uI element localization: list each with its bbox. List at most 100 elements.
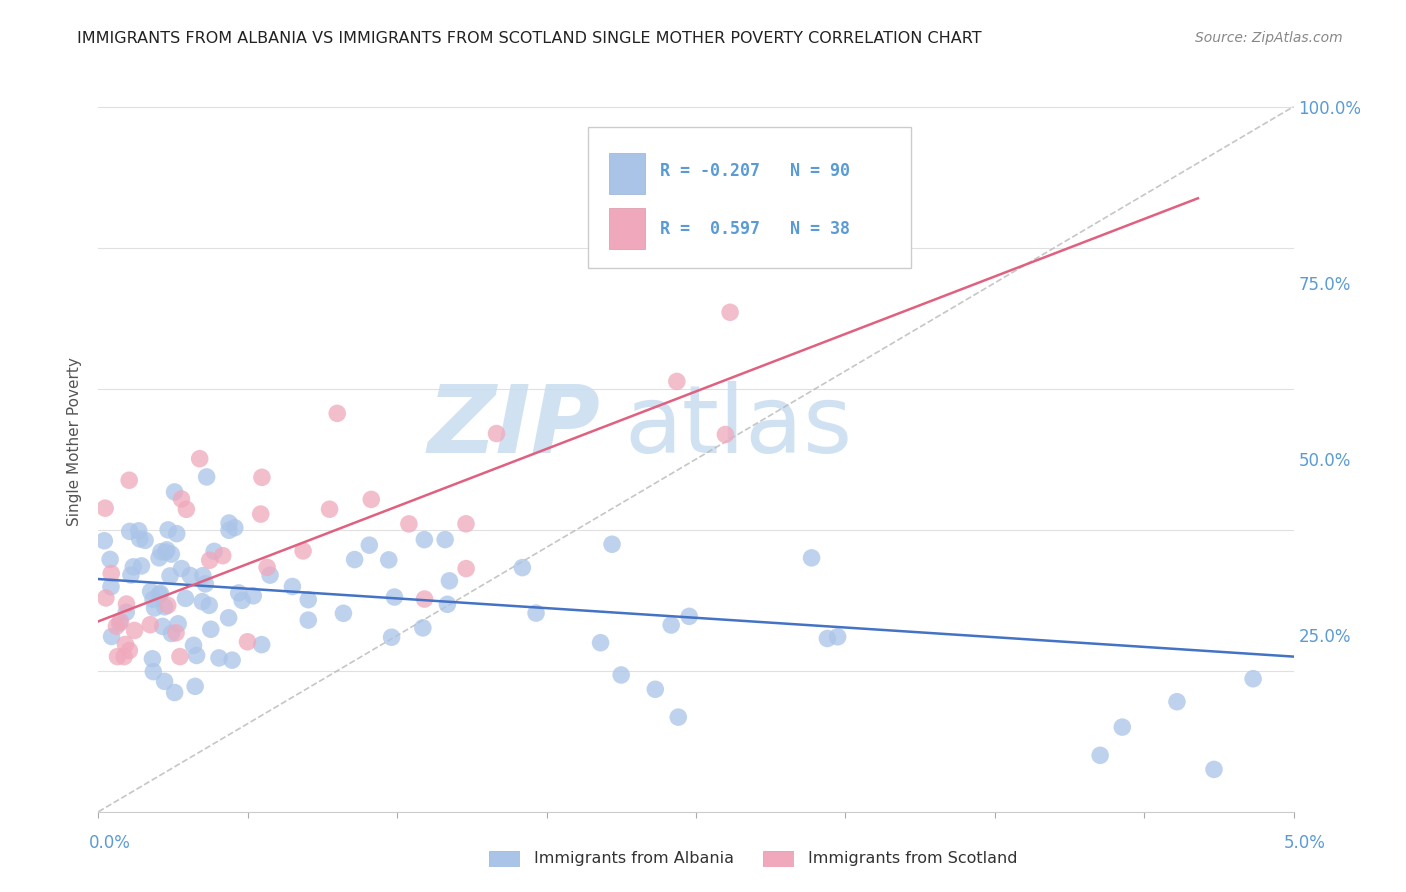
Point xyxy=(148,550,170,565)
Point xyxy=(292,544,315,558)
Point xyxy=(194,577,217,591)
Point xyxy=(128,524,150,538)
Point xyxy=(610,668,633,682)
Point xyxy=(454,516,477,531)
Point xyxy=(195,470,218,484)
Point xyxy=(191,594,214,608)
Point xyxy=(662,251,685,265)
Point xyxy=(153,599,176,614)
Point xyxy=(259,568,281,582)
Point xyxy=(200,622,222,636)
Point xyxy=(600,537,623,551)
Point xyxy=(170,561,193,575)
Point xyxy=(377,553,399,567)
Point xyxy=(122,559,145,574)
Point xyxy=(343,552,366,566)
Point xyxy=(93,533,115,548)
Point xyxy=(107,649,129,664)
Point xyxy=(163,485,186,500)
Point xyxy=(1088,748,1111,763)
Text: Source: ZipAtlas.com: Source: ZipAtlas.com xyxy=(1195,31,1343,45)
Point xyxy=(105,619,128,633)
Point xyxy=(198,553,221,567)
Point xyxy=(167,616,190,631)
Point xyxy=(1202,763,1225,777)
Point xyxy=(139,584,162,599)
Point xyxy=(359,538,381,552)
Point xyxy=(250,638,273,652)
Text: ZIP: ZIP xyxy=(427,381,600,473)
Text: R =  0.597   N = 38: R = 0.597 N = 38 xyxy=(661,220,851,238)
Text: IMMIGRANTS FROM ALBANIA VS IMMIGRANTS FROM SCOTLAND SINGLE MOTHER POVERTY CORREL: IMMIGRANTS FROM ALBANIA VS IMMIGRANTS FR… xyxy=(77,31,981,46)
Point xyxy=(644,682,666,697)
Point xyxy=(118,643,141,657)
Point xyxy=(188,451,211,466)
Point xyxy=(332,607,354,621)
Bar xyxy=(609,209,644,249)
Point xyxy=(100,566,122,581)
Point xyxy=(128,532,150,546)
Point xyxy=(134,533,156,548)
Point xyxy=(413,592,436,607)
Point xyxy=(148,588,170,602)
Point xyxy=(149,586,172,600)
Point xyxy=(439,574,461,588)
Point xyxy=(120,568,142,582)
Point xyxy=(297,613,319,627)
Point xyxy=(413,533,436,547)
Point xyxy=(800,550,823,565)
Text: Immigrants from Albania: Immigrants from Albania xyxy=(534,851,734,865)
Point xyxy=(143,601,166,615)
Point xyxy=(714,427,737,442)
Point xyxy=(170,491,193,506)
Point xyxy=(142,665,165,679)
Point xyxy=(242,589,264,603)
Point xyxy=(191,568,214,582)
Point xyxy=(202,544,225,558)
Point xyxy=(326,406,349,420)
Point xyxy=(153,674,176,689)
Point xyxy=(485,426,508,441)
Point xyxy=(281,580,304,594)
Bar xyxy=(609,153,644,194)
Point xyxy=(589,636,612,650)
Point xyxy=(211,549,233,563)
Point xyxy=(115,597,138,611)
Point xyxy=(398,516,420,531)
Point xyxy=(318,502,340,516)
Point xyxy=(256,560,278,574)
Point xyxy=(198,599,221,613)
Point xyxy=(94,501,117,516)
Point xyxy=(176,502,198,516)
Text: 0.0%: 0.0% xyxy=(89,834,131,852)
Point xyxy=(512,560,534,574)
Point xyxy=(659,618,682,632)
Text: atlas: atlas xyxy=(624,381,852,473)
Y-axis label: Single Mother Poverty: Single Mother Poverty xyxy=(67,357,83,526)
Point xyxy=(250,470,273,484)
Point xyxy=(524,606,547,620)
Text: R = -0.207   N = 90: R = -0.207 N = 90 xyxy=(661,162,851,180)
Point xyxy=(156,599,179,613)
Point xyxy=(384,590,406,604)
Point xyxy=(218,611,240,625)
Point xyxy=(160,547,183,561)
Point xyxy=(155,545,177,559)
Point xyxy=(218,516,240,530)
Point xyxy=(1166,695,1188,709)
Point xyxy=(297,592,319,607)
Point xyxy=(208,651,231,665)
Point xyxy=(118,473,141,487)
Point xyxy=(139,617,162,632)
Point xyxy=(249,507,271,521)
Point xyxy=(184,679,207,693)
Point xyxy=(114,637,136,651)
Text: Immigrants from Scotland: Immigrants from Scotland xyxy=(808,851,1018,865)
Point xyxy=(221,653,243,667)
Point xyxy=(827,630,849,644)
Point xyxy=(124,624,146,638)
Point xyxy=(665,375,688,389)
Point xyxy=(412,621,434,635)
Point xyxy=(100,580,122,594)
Point xyxy=(183,638,205,652)
